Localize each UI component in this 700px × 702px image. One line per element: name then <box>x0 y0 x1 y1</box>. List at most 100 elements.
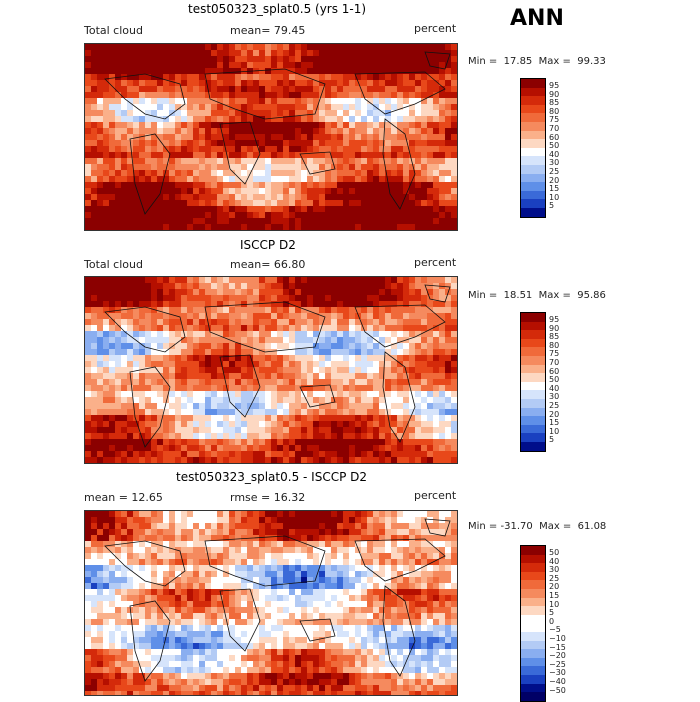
heatmap-cell <box>253 176 260 183</box>
heatmap-cell <box>337 289 344 296</box>
heatmap-cell <box>313 367 320 374</box>
heatmap-cell <box>91 122 98 129</box>
heatmap-cell <box>127 110 134 117</box>
heatmap-cell <box>319 379 326 386</box>
heatmap-cell <box>97 589 104 596</box>
heatmap-cell <box>151 349 158 356</box>
heatmap-cell <box>397 325 404 332</box>
heatmap-cell <box>319 517 326 524</box>
heatmap-cell <box>451 535 457 542</box>
heatmap-cell <box>367 607 374 614</box>
heatmap-cell <box>151 146 158 153</box>
colorbar-level-label: 95 <box>549 315 560 324</box>
heatmap-cell <box>121 607 128 614</box>
heatmap-cell <box>415 277 422 284</box>
heatmap-cell <box>439 194 446 201</box>
heatmap-cell <box>163 289 170 296</box>
heatmap-cell <box>295 295 302 302</box>
heatmap-cell <box>253 116 260 123</box>
heatmap-cell <box>247 547 254 554</box>
heatmap-cell <box>343 445 350 452</box>
heatmap-cell <box>103 104 110 111</box>
heatmap-cell <box>373 62 380 69</box>
heatmap-cell <box>241 194 248 201</box>
heatmap-cell <box>199 158 206 165</box>
heatmap-cell <box>271 68 278 75</box>
heatmap-cell <box>139 385 146 392</box>
heatmap-cell <box>433 547 440 554</box>
heatmap-cell <box>175 433 182 440</box>
heatmap-cell <box>391 152 398 159</box>
heatmap-cell <box>241 511 248 518</box>
heatmap-cell <box>109 182 116 189</box>
heatmap-cell <box>307 140 314 147</box>
heatmap-cell <box>85 200 92 207</box>
heatmap-cell <box>367 433 374 440</box>
heatmap-cell <box>217 313 224 320</box>
heatmap-cell <box>103 188 110 195</box>
heatmap-cell <box>313 218 320 225</box>
heatmap-cell <box>271 331 278 338</box>
heatmap-cell <box>349 146 356 153</box>
heatmap-cell <box>331 451 338 458</box>
heatmap-cell <box>409 547 416 554</box>
heatmap-cell <box>157 218 164 225</box>
heatmap-cell <box>253 92 260 99</box>
heatmap-cell <box>313 421 320 428</box>
heatmap-cell <box>313 194 320 201</box>
heatmap-cell <box>391 385 398 392</box>
heatmap-cell <box>373 607 380 614</box>
heatmap-cell <box>205 62 212 69</box>
heatmap-cell <box>241 283 248 290</box>
heatmap-cell <box>211 427 218 434</box>
heatmap-cell <box>397 122 404 129</box>
heatmap-cell <box>199 391 206 398</box>
heatmap-cell <box>307 529 314 536</box>
heatmap-cell <box>199 146 206 153</box>
heatmap-cell <box>265 517 272 524</box>
heatmap-cell <box>247 122 254 129</box>
heatmap-cell <box>259 409 266 416</box>
heatmap-cell <box>169 170 176 177</box>
coastline <box>299 384 336 408</box>
heatmap-cell <box>175 182 182 189</box>
heatmap-cell <box>367 158 374 165</box>
heatmap-cell <box>451 439 457 446</box>
heatmap-cell <box>343 56 350 63</box>
heatmap-cell <box>241 92 248 99</box>
heatmap-cell <box>145 397 152 404</box>
heatmap-cell <box>337 517 344 524</box>
heatmap-cell <box>433 403 440 410</box>
heatmap-cell <box>415 307 422 314</box>
heatmap-cell <box>283 445 290 452</box>
heatmap-cell <box>427 433 434 440</box>
heatmap-cell <box>211 98 218 105</box>
heatmap-cell <box>217 56 224 63</box>
heatmap-cell <box>427 152 434 159</box>
heatmap-cell <box>85 283 92 290</box>
heatmap-cell <box>211 158 218 165</box>
heatmap-cell <box>349 152 356 159</box>
heatmap-cell <box>415 218 422 225</box>
heatmap-cell <box>415 110 422 117</box>
heatmap-cell <box>409 283 416 290</box>
heatmap-cell <box>181 104 188 111</box>
heatmap-cell <box>283 86 290 93</box>
heatmap-cell <box>217 74 224 81</box>
heatmap-cell <box>445 511 452 518</box>
heatmap-cell <box>145 110 152 117</box>
heatmap-cell <box>211 451 218 458</box>
heatmap-cell <box>355 134 362 141</box>
heatmap-cell <box>169 589 176 596</box>
heatmap-cell <box>373 457 380 463</box>
heatmap-cell <box>355 445 362 452</box>
heatmap-cell <box>307 80 314 87</box>
heatmap-cell <box>181 421 188 428</box>
heatmap-cell <box>169 152 176 159</box>
heatmap-cell <box>451 601 457 608</box>
heatmap-cell <box>319 343 326 350</box>
heatmap-cell <box>103 307 110 314</box>
heatmap-cell <box>391 349 398 356</box>
heatmap-cell <box>283 547 290 554</box>
heatmap-cell <box>391 397 398 404</box>
